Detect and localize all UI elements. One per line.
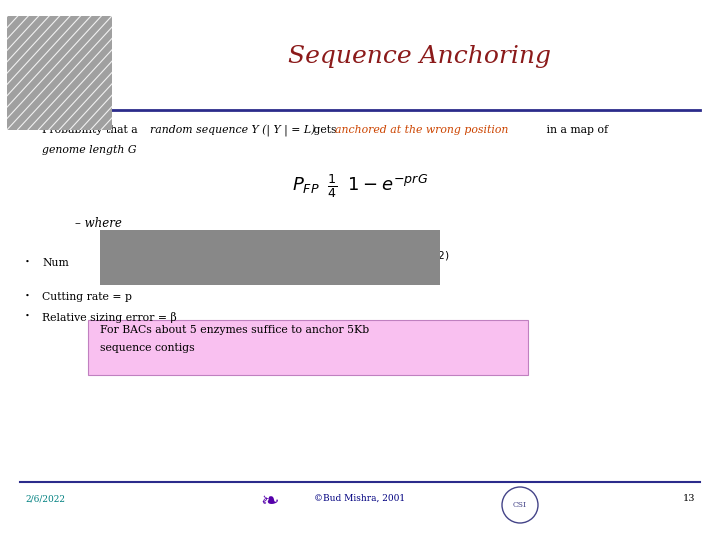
FancyBboxPatch shape (100, 230, 440, 285)
Text: genome length G: genome length G (42, 145, 137, 155)
Text: •: • (25, 292, 30, 300)
Text: in a map of: in a map of (543, 125, 608, 135)
Text: gets: gets (310, 125, 340, 135)
Text: ©Bud Mishra, 2001: ©Bud Mishra, 2001 (315, 494, 405, 503)
Text: Num: Num (42, 258, 68, 268)
Text: $5\quad(-1)^m\;e^{-mpL(i-\beta/2)}$: $5\quad(-1)^m\;e^{-mpL(i-\beta/2)}$ (291, 249, 449, 269)
Text: For BACs about 5 enzymes suffice to anchor 5Kb: For BACs about 5 enzymes suffice to anch… (100, 325, 369, 335)
Text: Sequence Anchoring: Sequence Anchoring (289, 45, 552, 68)
FancyBboxPatch shape (88, 320, 528, 375)
Text: ❧: ❧ (261, 492, 279, 512)
Text: anchored at the wrong position: anchored at the wrong position (335, 125, 508, 135)
Text: – where: – where (75, 217, 122, 230)
Text: random sequence Y (| Y | = L): random sequence Y (| Y | = L) (150, 125, 315, 137)
Text: 13: 13 (683, 494, 695, 503)
Text: $P_{FP}\;\;\frac{1}{4}\;\;1 - e^{-prG}$: $P_{FP}\;\;\frac{1}{4}\;\;1 - e^{-prG}$ (292, 172, 428, 200)
Text: CSI: CSI (513, 501, 527, 509)
Text: Probability that a: Probability that a (42, 125, 141, 135)
Text: sequence contigs: sequence contigs (100, 343, 194, 353)
Text: •: • (25, 312, 30, 320)
Text: Relative sizing error = β: Relative sizing error = β (42, 312, 176, 323)
Text: •: • (25, 125, 30, 133)
Text: 2/6/2022: 2/6/2022 (25, 494, 65, 503)
Text: •: • (25, 258, 30, 266)
Text: Cutting rate = p: Cutting rate = p (42, 292, 132, 302)
